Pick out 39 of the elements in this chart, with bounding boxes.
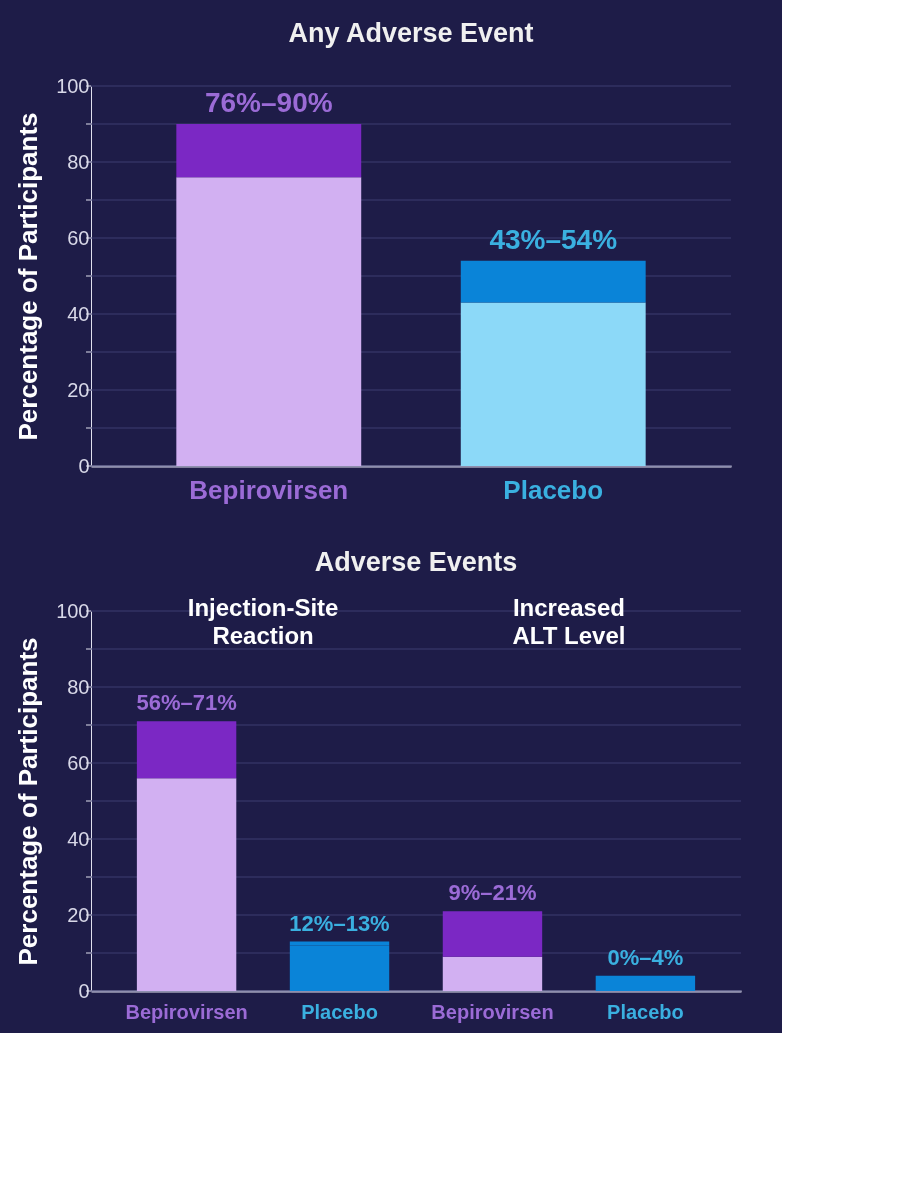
annotation: 12%–13%	[289, 910, 390, 936]
x-tick-label: Bepirovirsen	[431, 1001, 554, 1023]
y-tick-label: 40	[67, 302, 90, 325]
y-tick-label: 20	[67, 903, 90, 926]
bar	[460, 260, 646, 303]
y-axis-title: Percentage of Participants	[13, 637, 44, 966]
y-tick-label: 0	[78, 454, 90, 477]
bar	[176, 124, 362, 178]
y-tick-label: 60	[67, 751, 90, 774]
x-tick-label: Bepirovirsen	[189, 475, 349, 505]
y-tick-label: 0	[78, 979, 90, 1002]
bar	[136, 778, 237, 991]
annotation: 0%–4%	[607, 944, 684, 970]
y-tick-label: 100	[56, 74, 90, 97]
bar	[136, 721, 237, 779]
annotation: Increased ALT Level	[512, 594, 626, 649]
bar	[176, 177, 362, 466]
y-axis-title: Percentage of Participants	[13, 112, 44, 441]
x-tick-label: Placebo	[607, 1001, 684, 1023]
annotation: Injection-Site Reaction	[187, 594, 339, 649]
y-tick-label: 60	[67, 226, 90, 249]
y-tick-label: 100	[56, 599, 90, 622]
x-tick-label: Bepirovirsen	[125, 1001, 248, 1023]
annotation: 76%–90%	[204, 87, 333, 118]
y-tick-label: 80	[67, 675, 90, 698]
bar	[442, 956, 543, 991]
x-tick-label: Placebo	[301, 1001, 378, 1023]
annotation: 9%–21%	[448, 880, 537, 906]
bar	[460, 302, 646, 466]
bar	[442, 911, 543, 957]
bar	[595, 975, 696, 991]
chart-title: Any Adverse Event	[288, 18, 534, 48]
y-tick-label: 20	[67, 378, 90, 401]
annotation: 43%–54%	[489, 223, 618, 255]
y-tick-label: 40	[67, 827, 90, 850]
x-tick-label: Placebo	[503, 475, 604, 505]
annotation: 56%–71%	[136, 690, 237, 716]
y-tick-label: 80	[67, 150, 90, 173]
chart-title: Adverse Events	[314, 547, 518, 577]
